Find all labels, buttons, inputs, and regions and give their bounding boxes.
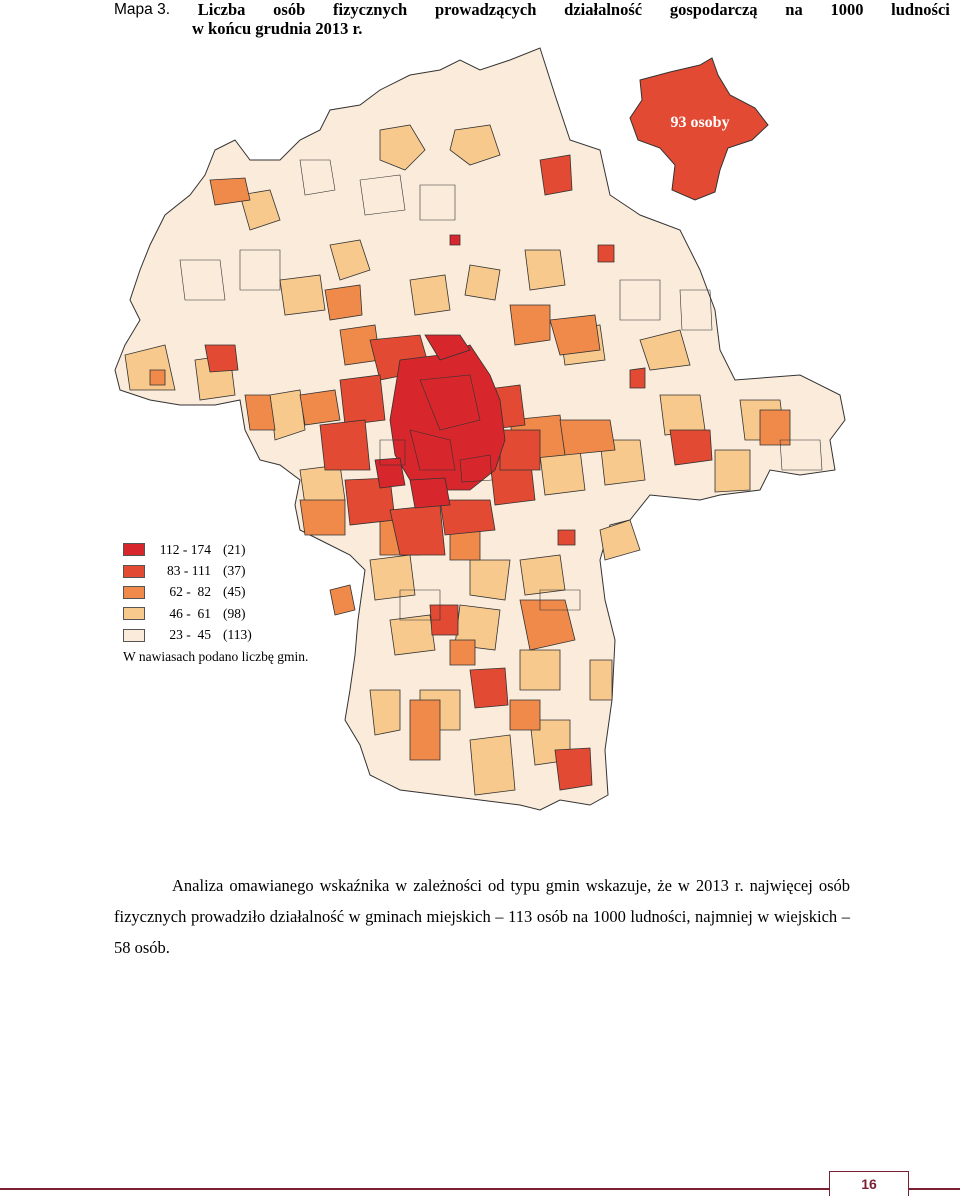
map-legend: 112 - 174 (21) 83 - 111 (37) 62 - 82 (45…	[123, 539, 308, 665]
legend-swatch	[123, 585, 145, 599]
caption-word: na	[785, 0, 803, 19]
legend-item: 46 - 61 (98)	[123, 603, 308, 624]
caption-line-2: w końcu grudnia 2013 r.	[192, 19, 363, 38]
legend-item: 23 - 45 (113)	[123, 625, 308, 646]
caption-word: fizycznych	[333, 0, 408, 19]
caption-word: prowadzących	[434, 0, 537, 19]
legend-count: (113)	[223, 627, 252, 643]
legend-swatch	[123, 543, 145, 557]
legend-range: 46 - 61	[169, 605, 211, 621]
legend-range: 23 - 45	[169, 627, 211, 643]
caption-word: osób	[273, 0, 306, 19]
legend-swatch	[123, 628, 145, 642]
mazowieckie-region-map	[114, 47, 846, 811]
choropleth-map	[114, 47, 846, 811]
legend-range: 62 - 82	[169, 584, 211, 600]
caption-word: ludności	[891, 0, 950, 19]
legend-count: (45)	[223, 584, 246, 600]
legend-swatch	[123, 564, 145, 578]
caption-word: gospodarczą	[669, 0, 758, 19]
class-46-61-areas	[124, 124, 786, 796]
legend-swatch	[123, 607, 145, 621]
class-112-174-areas	[374, 234, 506, 509]
legend-item: 62 - 82 (45)	[123, 582, 308, 603]
legend-item: 83 - 111 (37)	[123, 560, 308, 581]
legend-range: 112 - 174	[159, 541, 211, 557]
internal-boundaries	[179, 159, 823, 621]
caption-word: 1000	[830, 0, 864, 19]
caption-word: działalność	[564, 0, 643, 19]
legend-range: 83 - 111	[167, 563, 211, 579]
legend-count: (21)	[223, 541, 246, 557]
inset-city-shape	[629, 57, 769, 201]
map-caption: Mapa 3. Liczba osób fizycznych prowadząc…	[114, 0, 950, 38]
inset-value-label: 93 osoby	[670, 114, 730, 131]
caption-line-1: Mapa 3. Liczba osób fizycznych prowadząc…	[114, 0, 950, 19]
body-paragraph: Analiza omawianego wskaźnika w zależnośc…	[114, 870, 850, 963]
legend-count: (98)	[223, 605, 246, 621]
legend-count: (37)	[223, 563, 246, 579]
caption-word: Liczba	[197, 0, 246, 19]
legend-item: 112 - 174 (21)	[123, 539, 308, 560]
class-62-82-areas	[149, 177, 791, 761]
legend-note: W nawiasach podano liczbę gmin.	[123, 648, 309, 664]
footer-rule	[0, 1188, 960, 1190]
caption-label: Mapa 3.	[114, 1, 171, 18]
page-number: 16	[829, 1171, 909, 1196]
paragraph-text: Analiza omawianego wskaźnika w zależnośc…	[114, 876, 850, 957]
